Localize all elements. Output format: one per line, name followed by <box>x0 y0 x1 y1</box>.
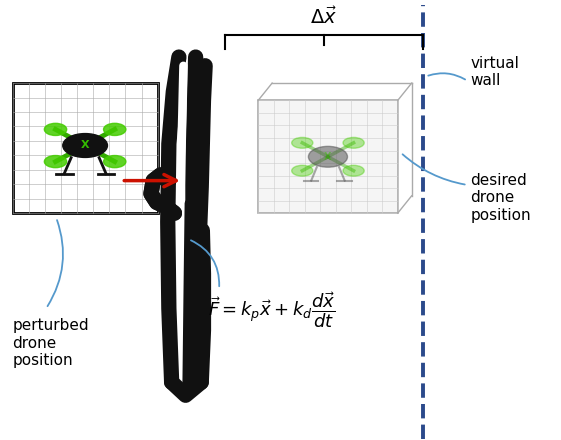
Ellipse shape <box>309 147 347 167</box>
Text: $\Delta \vec{x}$: $\Delta \vec{x}$ <box>310 6 337 28</box>
Ellipse shape <box>343 165 364 176</box>
Bar <box>258 100 398 213</box>
Text: virtual
wall: virtual wall <box>470 56 519 88</box>
Ellipse shape <box>44 155 67 168</box>
Ellipse shape <box>104 155 126 168</box>
Ellipse shape <box>343 137 364 148</box>
Ellipse shape <box>292 165 313 176</box>
Ellipse shape <box>104 123 126 136</box>
Polygon shape <box>151 175 174 213</box>
Text: $\vec{F} = k_p \vec{x} + k_d \dfrac{d\vec{x}}{dt}$: $\vec{F} = k_p \vec{x} + k_d \dfrac{d\ve… <box>208 291 335 330</box>
Text: X: X <box>324 152 332 162</box>
Polygon shape <box>185 57 200 179</box>
Bar <box>12 83 158 213</box>
Text: desired
drone
position: desired drone position <box>470 173 531 223</box>
Ellipse shape <box>63 134 108 158</box>
Text: X: X <box>81 140 89 150</box>
Polygon shape <box>170 57 180 308</box>
Ellipse shape <box>44 123 67 136</box>
Ellipse shape <box>292 137 313 148</box>
Polygon shape <box>173 222 200 360</box>
Text: perturbed
drone
position: perturbed drone position <box>12 318 89 368</box>
